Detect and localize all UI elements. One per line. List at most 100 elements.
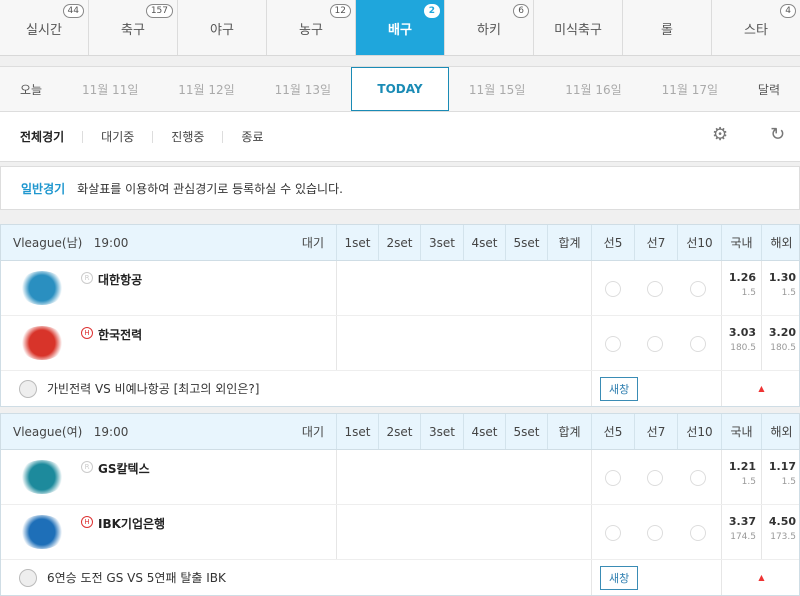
set-score-cell [420, 450, 463, 504]
column-header: 선10 [677, 414, 721, 449]
filter-all[interactable]: 전체경기 [20, 129, 65, 144]
game-footer: 6연승 도전 GS VS 5연패 탈출 IBK 새창 ▲ [1, 560, 799, 595]
refresh-icon[interactable]: ↻ [770, 124, 786, 145]
tab-3[interactable]: 농구 12 [267, 0, 356, 55]
new-window-button[interactable]: 새창 [600, 376, 639, 401]
set-score-cell [378, 316, 420, 370]
date-item[interactable]: 11월 12일 [178, 82, 235, 97]
tab-5[interactable]: 하키 6 [445, 0, 534, 55]
column-header: 1set [336, 414, 378, 449]
set-score-cell [420, 505, 463, 559]
date-item[interactable]: 11월 11일 [81, 82, 139, 97]
date-item[interactable]: 11월 17일 [661, 82, 719, 97]
filter-live[interactable]: 진행중 [152, 130, 222, 143]
empty-circle-icon [647, 470, 663, 486]
column-header: 선7 [634, 225, 677, 260]
set-score-cell [378, 505, 420, 559]
overseas-odds: 3.20 180.5 [761, 316, 800, 370]
overseas-odds: 4.50 173.5 [761, 505, 800, 559]
column-header: 합계 [547, 414, 591, 449]
empty-circle-icon [647, 525, 663, 541]
set-score-cell [378, 261, 420, 315]
tab-label: 실시간 [26, 23, 62, 38]
tab-0[interactable]: 실시간 44 [0, 0, 89, 55]
first-to-cell [634, 316, 677, 370]
team-name[interactable]: 대한항공 [98, 273, 143, 287]
set-score-cell [463, 261, 505, 315]
column-header: 4set [463, 414, 505, 449]
new-window-button[interactable]: 새창 [600, 565, 639, 590]
date-item[interactable]: 11월 15일 [468, 82, 526, 97]
tab-count-badge: 2 [423, 4, 440, 18]
game-title[interactable]: 가빈전력 VS 비예나항공 [최고의 외인은?] [47, 382, 260, 396]
set-score-cell [336, 261, 378, 315]
arrow-up-icon[interactable]: ▲ [758, 384, 765, 393]
calendar-link[interactable]: 달력 [757, 82, 781, 97]
set-score-cell [463, 505, 505, 559]
first-to-cell [634, 261, 677, 315]
team-name[interactable]: 한국전력 [98, 328, 143, 342]
tab-2[interactable]: 야구 [178, 0, 267, 55]
first-to-cell [591, 505, 634, 559]
tab-label: 배구 [388, 23, 412, 38]
date-item-today[interactable]: TODAY [350, 67, 449, 111]
domestic-odds: 1.21 1.5 [721, 450, 761, 504]
today-link[interactable]: 오늘 [19, 82, 43, 97]
league-name: Vleague(여) [13, 425, 83, 439]
tab-label: 야구 [210, 23, 234, 38]
first-to-cell [591, 316, 634, 370]
home-away-icon: R [81, 272, 93, 284]
game-status: 대기 [301, 425, 324, 439]
filter-waiting[interactable]: 대기중 [82, 130, 152, 143]
empty-circle-icon [690, 525, 706, 541]
tab-label: 농구 [299, 23, 323, 38]
first-to-cell [591, 450, 634, 504]
arrow-up-icon[interactable]: ▲ [758, 573, 765, 582]
filter-finished[interactable]: 종료 [222, 130, 281, 143]
column-header: 2set [378, 414, 420, 449]
tab-7[interactable]: 롤 [623, 0, 712, 55]
first-to-cell [591, 261, 634, 315]
gear-icon[interactable]: ⚙ [712, 124, 729, 145]
empty-circle-icon [605, 470, 621, 486]
team-row: H IBK기업은행 3.37 174.5 4.50 173.5 [1, 505, 799, 560]
team-row: R GS칼텍스 1.21 1.5 1.17 1.5 [1, 450, 799, 505]
tab-label: 스타 [744, 23, 768, 38]
tab-8[interactable]: 스타 4 [712, 0, 800, 55]
column-header: 5set [505, 414, 547, 449]
game-header: Vleague(여) 19:00 대기 1set 2set 3set 4set 5set 합계… [1, 414, 799, 450]
column-header: 국내 [721, 414, 761, 449]
domestic-odds: 3.03 180.5 [721, 316, 761, 370]
set-score-cell [505, 261, 547, 315]
game-card: Vleague(여) 19:00 대기 1set 2set 3set 4set 5set 합계… [0, 413, 800, 596]
empty-circle-icon [690, 470, 706, 486]
column-header: 3set [420, 225, 463, 260]
tab-label: 하키 [477, 23, 501, 38]
set-score-cell [336, 450, 378, 504]
column-header: 해외 [761, 225, 800, 260]
column-header: 선7 [634, 414, 677, 449]
empty-circle-icon [690, 336, 706, 352]
team-row: R 대한항공 1.26 1.5 1.30 1.5 [1, 261, 799, 316]
first-to-cell [634, 505, 677, 559]
first-to-cell [677, 450, 721, 504]
game-header: Vleague(남) 19:00 대기 1set 2set 3set 4set 5set 합계… [1, 225, 799, 261]
first-to-cell [677, 505, 721, 559]
team-name[interactable]: IBK기업은행 [98, 517, 166, 531]
team-name[interactable]: GS칼텍스 [98, 462, 150, 476]
team-logo [19, 460, 65, 494]
domestic-odds: 3.37 174.5 [721, 505, 761, 559]
tab-label: 롤 [661, 23, 673, 38]
date-item[interactable]: 11월 16일 [565, 82, 622, 97]
overseas-odds: 1.30 1.5 [761, 261, 800, 315]
tab-6[interactable]: 미식축구 [534, 0, 623, 55]
league-name: Vleague(남) [13, 236, 83, 250]
tab-1[interactable]: 축구 157 [89, 0, 178, 55]
team-logo [19, 271, 65, 305]
home-away-icon: H [81, 327, 93, 339]
date-item[interactable]: 11월 13일 [274, 82, 332, 97]
empty-circle-icon [647, 336, 663, 352]
tab-4[interactable]: 배구 2 [356, 0, 445, 55]
first-to-cell [677, 261, 721, 315]
game-title[interactable]: 6연승 도전 GS VS 5연패 탈출 IBK [47, 571, 226, 585]
